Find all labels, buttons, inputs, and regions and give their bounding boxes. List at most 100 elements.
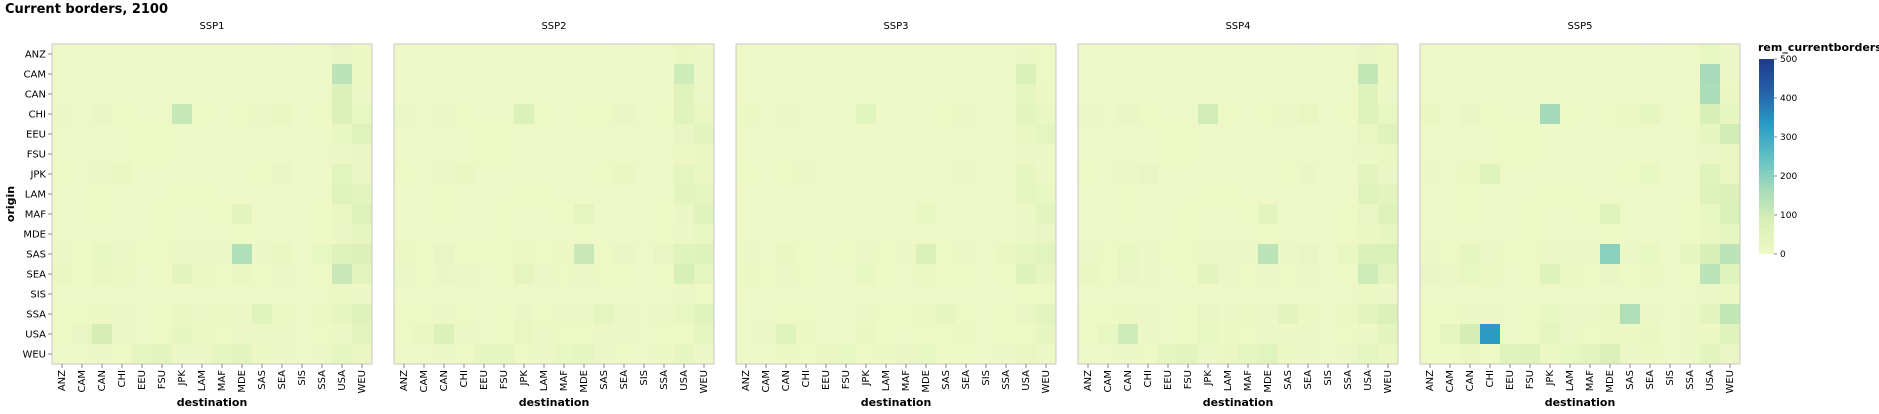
heatmap-cell [554, 104, 575, 125]
heatmap-cell [534, 164, 555, 185]
heatmap-cell [1178, 64, 1199, 85]
heatmap-cell [674, 244, 695, 265]
heatmap-cell [112, 304, 133, 325]
heatmap-cell [1298, 304, 1319, 325]
heatmap-cell [1016, 224, 1037, 245]
heatmap-cell [694, 304, 715, 325]
heatmap-cell [654, 244, 675, 265]
heatmap-cell [876, 264, 897, 285]
heatmap-cell [1640, 304, 1661, 325]
heatmap-cell [92, 204, 113, 225]
heatmap-cell [332, 224, 353, 245]
heatmap-cell [1440, 324, 1461, 345]
heatmap-cell [72, 324, 93, 345]
heatmap-cell [1198, 284, 1219, 305]
heatmap-cell [514, 104, 535, 125]
heatmap-cell [1138, 164, 1159, 185]
heatmap-cell [252, 104, 273, 125]
x-tick-label: CHI [1143, 370, 1154, 387]
heatmap-cell [756, 104, 777, 125]
heatmap-cell [1460, 304, 1481, 325]
heatmap-cell [1720, 64, 1741, 85]
heatmap-cell [976, 144, 997, 165]
heatmap-cell [776, 84, 797, 105]
x-tick-label: ANZ [741, 370, 752, 391]
heatmap-cell [1138, 104, 1159, 125]
heatmap-cell [896, 204, 917, 225]
heatmap-cell [292, 44, 313, 65]
heatmap-cell [1258, 304, 1279, 325]
heatmap-cell [956, 44, 977, 65]
heatmap-cell [634, 324, 655, 345]
heatmap-cell [132, 104, 153, 125]
heatmap-cell [1560, 104, 1581, 125]
heatmap-cell [132, 264, 153, 285]
heatmap-cell [172, 264, 193, 285]
heatmap-cell [252, 204, 273, 225]
heatmap-cell [192, 44, 213, 65]
heatmap-cell [634, 64, 655, 85]
heatmap-cell [1078, 204, 1099, 225]
heatmap-cell [776, 44, 797, 65]
heatmap-cell [1158, 184, 1179, 205]
heatmap-cell [172, 204, 193, 225]
heatmap-cell [1178, 204, 1199, 225]
heatmap-cell [1580, 144, 1601, 165]
heatmap-cell [856, 44, 877, 65]
heatmap-cell [212, 84, 233, 105]
heatmap-cell [956, 224, 977, 245]
x-tick-label: FSU [841, 370, 852, 389]
heatmap-cell [434, 204, 455, 225]
heatmap-cell [1138, 304, 1159, 325]
heatmap-cell [1036, 144, 1057, 165]
heatmap-cell [1620, 124, 1641, 145]
heatmap-cell [1078, 84, 1099, 105]
heatmap-cell [252, 64, 273, 85]
y-tick-label: FSU [27, 150, 46, 161]
heatmap-cell [674, 264, 695, 285]
heatmap-cell [1098, 104, 1119, 125]
heatmap-cell [816, 184, 837, 205]
heatmap-cell [1620, 224, 1641, 245]
heatmap-cell [232, 124, 253, 145]
heatmap-cell [332, 164, 353, 185]
heatmap-cell [996, 144, 1017, 165]
heatmap-cell [614, 344, 635, 365]
heatmap-cell [896, 224, 917, 245]
heatmap-cell [1358, 324, 1379, 345]
x-tick-label: CAN [1465, 370, 1476, 391]
heatmap-cell [1480, 84, 1501, 105]
heatmap-cell [976, 204, 997, 225]
heatmap-cell [1460, 264, 1481, 285]
heatmap-cell [554, 264, 575, 285]
heatmap-cell [1138, 264, 1159, 285]
heatmap-cell [1520, 204, 1541, 225]
heatmap-cell [72, 224, 93, 245]
heatmap-cell [736, 224, 757, 245]
heatmap-cell [654, 124, 675, 145]
heatmap-cell [1660, 44, 1681, 65]
heatmap-cell [172, 44, 193, 65]
heatmap-cell [1460, 224, 1481, 245]
heatmap-cell [152, 244, 173, 265]
heatmap-cell [1440, 124, 1461, 145]
heatmap-cell [1078, 324, 1099, 345]
heatmap-cell [534, 184, 555, 205]
heatmap-cell [112, 284, 133, 305]
heatmap-cell [474, 64, 495, 85]
heatmap-cell [534, 104, 555, 125]
x-tick-label: MAF [559, 370, 570, 391]
heatmap-cell [996, 344, 1017, 365]
heatmap-cell [1098, 344, 1119, 365]
heatmap-cell [92, 264, 113, 285]
heatmap-cell [1540, 304, 1561, 325]
heatmap-cell [1580, 344, 1601, 365]
heatmap-cell [272, 84, 293, 105]
heatmap-cell [1218, 344, 1239, 365]
heatmap-cell [594, 164, 615, 185]
heatmap-cell [132, 164, 153, 185]
x-tick-label: WEU [357, 370, 368, 394]
heatmap-cell [1500, 304, 1521, 325]
heatmap-cell [976, 244, 997, 265]
heatmap-cell [1378, 184, 1399, 205]
